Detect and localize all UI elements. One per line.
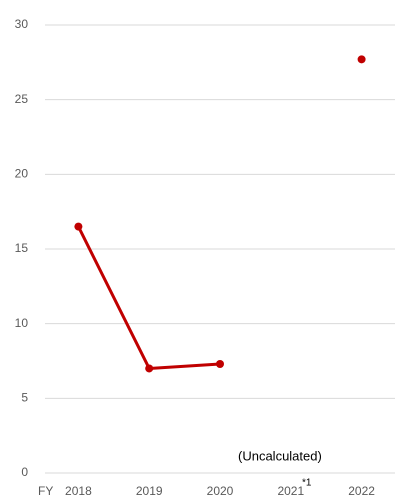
- line: [78, 59, 361, 368]
- point: [145, 364, 154, 373]
- x-tick-label: 2022: [348, 484, 375, 498]
- x-tick-label: 2021: [277, 484, 304, 498]
- annotation: (Uncalculated): [238, 448, 322, 463]
- y-tick-label: 15: [15, 241, 29, 255]
- point: [357, 55, 366, 64]
- x-tick-label: 2020: [207, 484, 234, 498]
- y-tick-label: 5: [21, 391, 28, 405]
- x-tick-label: 2018: [65, 484, 92, 498]
- y-tick-label: 10: [15, 316, 29, 330]
- annotation: *1: [302, 478, 312, 489]
- y-tick-label: 30: [15, 17, 29, 31]
- y-tick-label: 20: [15, 167, 29, 181]
- x-tick-label: 2019: [136, 484, 163, 498]
- x-axis-prefix: FY: [38, 484, 53, 498]
- y-tick-label: 0: [21, 465, 28, 479]
- point: [74, 222, 83, 231]
- point: [216, 359, 224, 368]
- y-tick-label: 25: [15, 92, 29, 106]
